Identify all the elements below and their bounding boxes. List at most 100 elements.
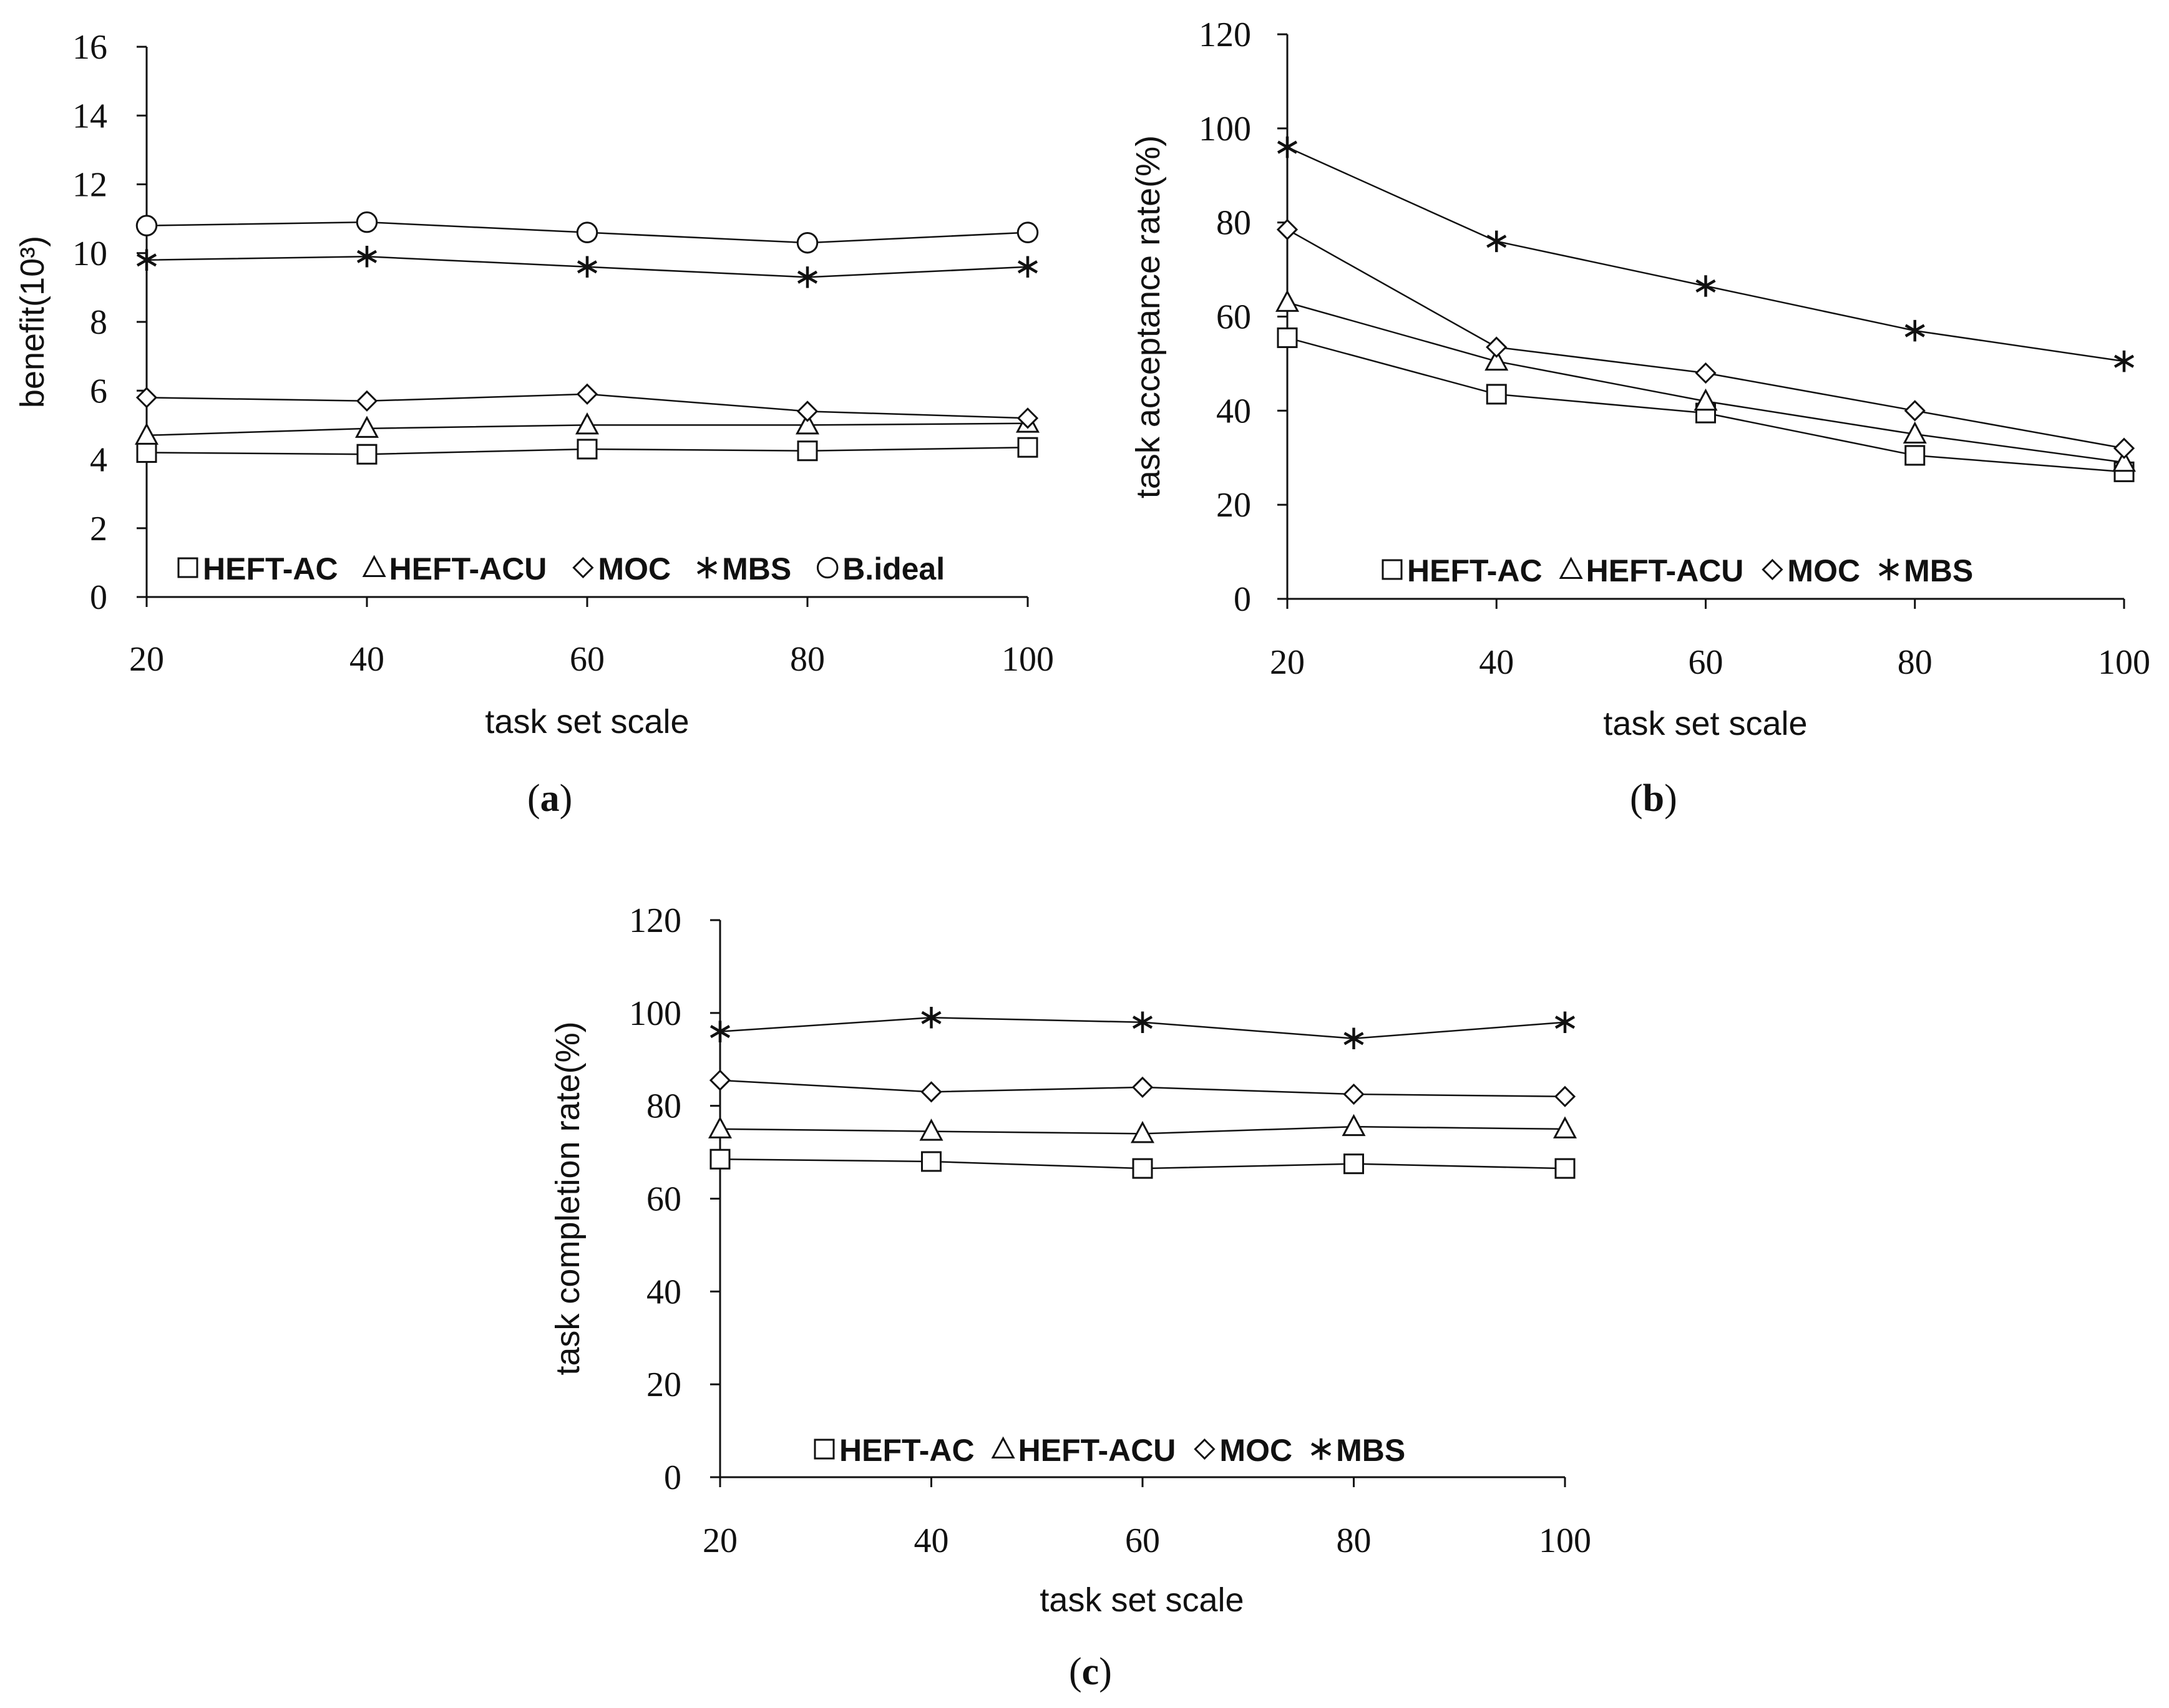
caption-letter: c	[1082, 1651, 1099, 1693]
legend-marker	[1311, 1438, 1332, 1460]
x-tick-label: 40	[349, 640, 384, 679]
y-tick-label: 0	[1234, 580, 1251, 619]
x-axis-title: task set scale	[1040, 1581, 1244, 1619]
data-point	[356, 211, 378, 233]
caption: (c)	[1069, 1651, 1112, 1693]
x-tick-label: 100	[1539, 1521, 1591, 1560]
caption: (b)	[1630, 777, 1677, 820]
y-tick-label: 14	[72, 97, 107, 135]
x-tick-label: 40	[914, 1521, 949, 1560]
legend-marker	[1879, 558, 1899, 581]
legend-label: MOC	[1787, 553, 1860, 588]
data-point	[797, 440, 818, 462]
caption-paren: (	[1069, 1651, 1082, 1693]
data-point	[1131, 1076, 1154, 1099]
data-point	[1017, 437, 1038, 458]
chart-a: 0 2 4 6 8 10 12 14 16 20 40 60 80 100 task set scale be…	[14, 28, 1054, 820]
data-point	[136, 442, 157, 463]
series-mbs	[709, 1007, 1576, 1050]
star-stroke	[921, 1007, 942, 1029]
caption-paren: )	[1664, 777, 1677, 820]
caption-paren: )	[560, 777, 573, 820]
data-point	[1695, 275, 1716, 297]
y-axis-title: task acceptance rate(%)	[1129, 135, 1167, 498]
data-point	[1484, 348, 1509, 371]
data-point	[1132, 1158, 1153, 1179]
data-point	[1277, 136, 1298, 158]
caption-paren: )	[1099, 1651, 1112, 1693]
legend-item: MBS	[697, 551, 791, 586]
y-tick-label: 100	[629, 994, 681, 1033]
legend: HEFT-AC HEFT-ACU MOC MBS	[1382, 553, 1973, 588]
data-point	[135, 215, 158, 236]
data-point	[575, 412, 600, 435]
y-tick-label: 10	[72, 235, 107, 273]
x-tick-label: 100	[2098, 643, 2150, 682]
y-tick-label: 16	[72, 28, 107, 67]
data-point	[577, 256, 598, 278]
caption-paren: (	[1630, 777, 1643, 820]
data-point	[1132, 1011, 1153, 1033]
data-point	[356, 390, 378, 412]
data-point	[576, 383, 598, 405]
legend-item: B.ideal	[816, 551, 945, 586]
data-point	[1130, 1120, 1155, 1143]
series-b-ideal	[135, 211, 1039, 254]
x-tick-label: 80	[1898, 643, 1933, 682]
data-point	[356, 444, 378, 465]
data-point	[1903, 421, 1927, 444]
series-line	[1287, 146, 2125, 362]
x-axis-title: task set scale	[485, 703, 689, 740]
data-point	[709, 1021, 731, 1042]
y-tick-label: 12	[72, 166, 107, 205]
y-tick-label: 40	[646, 1273, 681, 1311]
series-mbs	[136, 246, 1038, 288]
data-point	[1342, 1114, 1366, 1137]
legend-label: HEFT-ACU	[1018, 1433, 1176, 1468]
data-point	[797, 266, 818, 288]
star-stroke	[1554, 1011, 1576, 1033]
x-tick-label: 20	[1270, 643, 1305, 682]
legend-item: HEFT-ACU	[991, 1433, 1176, 1468]
star-stroke	[136, 249, 157, 271]
caption-letter: b	[1643, 777, 1664, 820]
y-tick-label: 120	[629, 901, 681, 940]
x-tick-label: 80	[1337, 1521, 1372, 1560]
legend-label: HEFT-AC	[839, 1433, 975, 1468]
data-point	[1343, 1153, 1364, 1175]
data-point	[921, 1007, 942, 1029]
y-tick-label: 6	[90, 372, 107, 410]
data-point	[1275, 289, 1300, 312]
legend-marker	[572, 556, 594, 579]
data-point	[354, 415, 379, 438]
star-stroke	[1132, 1011, 1153, 1033]
star-stroke	[1311, 1438, 1332, 1460]
data-point	[577, 439, 598, 460]
y-axis-title: task completion rate(%)	[549, 1021, 587, 1375]
y-tick-label: 4	[90, 441, 107, 480]
caption-paren: (	[527, 777, 540, 820]
data-point	[796, 231, 819, 254]
data-point	[1554, 1158, 1576, 1179]
legend-label: B.ideal	[842, 551, 945, 586]
star-stroke	[697, 556, 718, 579]
y-tick-label: 20	[1216, 486, 1251, 525]
legend-item: MBS	[1879, 553, 1973, 588]
y-tick-label: 60	[646, 1180, 681, 1219]
series-heft-acu	[708, 1114, 1577, 1143]
data-point	[1486, 230, 1507, 253]
y-tick-label: 60	[1216, 298, 1251, 337]
x-tick-label: 60	[1689, 643, 1723, 682]
legend-item: MBS	[1311, 1433, 1405, 1468]
caption: (a)	[527, 777, 572, 820]
x-tick-label: 100	[1002, 640, 1054, 679]
legend-label: MOC	[598, 551, 671, 586]
legend-item: HEFT-ACU	[1559, 553, 1743, 588]
data-point	[1904, 319, 1925, 342]
data-point	[920, 1081, 942, 1103]
legend-label: MBS	[1336, 1433, 1405, 1468]
series-mbs	[1277, 136, 2135, 372]
y-tick-label: 2	[90, 510, 107, 548]
legend-marker	[816, 556, 839, 579]
